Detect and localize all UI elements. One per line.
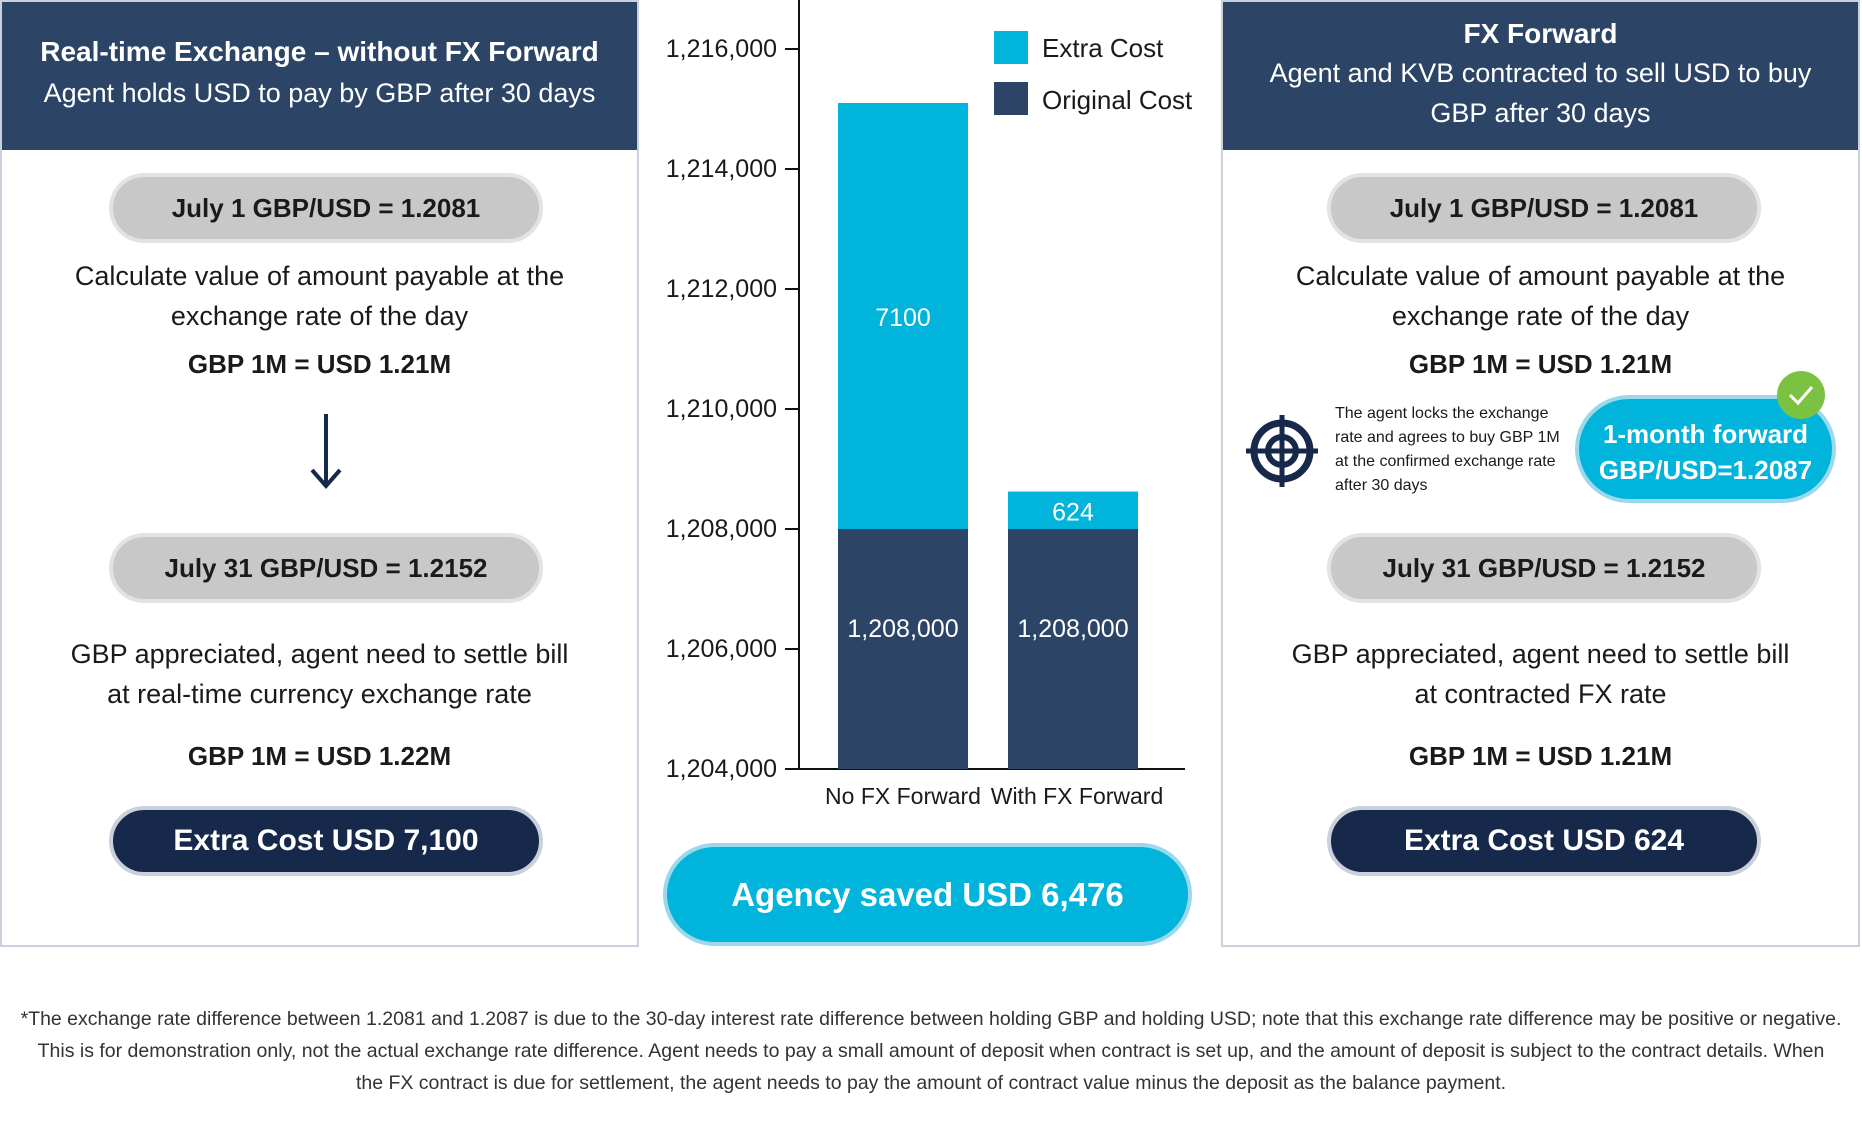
target-icon bbox=[1246, 415, 1318, 487]
left-title: Real-time Exchange – without FX Forward bbox=[40, 36, 599, 67]
footnote-line-2: This is for demonstration only, not the … bbox=[37, 1040, 1825, 1062]
lock-text-line: The agent locks the exchange bbox=[1335, 405, 1549, 422]
arrow-down-icon bbox=[310, 414, 342, 490]
footnote-line-1: *The exchange rate difference between 1.… bbox=[20, 1008, 1842, 1030]
lock-description: The agent locks the exchange rate and ag… bbox=[1335, 402, 1560, 498]
forward-line-1: 1-month forward bbox=[1602, 419, 1809, 449]
settle-text-1: GBP appreciated, agent need to settle bi… bbox=[1291, 639, 1790, 669]
y-tick-label: 1,204,000 bbox=[666, 755, 777, 783]
left-panel: Real-time Exchange – without FX Forward … bbox=[0, 0, 639, 947]
legend-swatch-extra-cost bbox=[994, 31, 1028, 64]
footnote-line-3: the FX contract is due for settlement, t… bbox=[355, 1072, 1507, 1094]
bar-extra-cost bbox=[838, 103, 968, 529]
settle-text-2: at contracted FX rate bbox=[1414, 679, 1667, 709]
check-icon bbox=[1777, 371, 1825, 419]
right-header: FX Forward Agent and KVB contracted to s… bbox=[1223, 2, 1858, 150]
forward-line-2: GBP/USD=1.2087 bbox=[1598, 455, 1813, 485]
rate-july31-pill: July 31 GBP/USD = 1.2152 bbox=[1327, 533, 1761, 603]
stacked-bar-chart: 1,204,000 1,206,000 1,208,000 1,210,000 1,21… bbox=[666, 0, 1193, 809]
rate-july1-pill: July 1 GBP/USD = 1.2081 bbox=[1327, 173, 1761, 243]
y-tick-label: 1,214,000 bbox=[666, 155, 777, 183]
extra-cost-pill: Extra Cost USD 624 bbox=[1327, 806, 1761, 876]
bar-data-label: 1,208,000 bbox=[847, 615, 958, 643]
value-1: GBP 1M = USD 1.21M bbox=[187, 349, 452, 379]
y-tick-label: 1,208,000 bbox=[666, 515, 777, 543]
bar-data-label: 624 bbox=[1052, 498, 1094, 526]
forward-rate-pill: 1-month forward GBP/USD=1.2087 bbox=[1575, 395, 1836, 503]
y-tick-label: 1,210,000 bbox=[666, 395, 777, 423]
calc-text-2: exchange rate of the day bbox=[170, 301, 469, 331]
x-tick-label: No FX Forward bbox=[825, 783, 981, 809]
y-tick-label: 1,212,000 bbox=[666, 275, 777, 303]
settle-text-1: GBP appreciated, agent need to settle bi… bbox=[70, 639, 569, 669]
x-tick-label: With FX Forward bbox=[991, 783, 1164, 809]
left-header: Real-time Exchange – without FX Forward … bbox=[2, 2, 637, 150]
calc-text-2: exchange rate of the day bbox=[1391, 301, 1690, 331]
right-subtitle-2: GBP after 30 days bbox=[1430, 98, 1651, 128]
y-tick-label: 1,206,000 bbox=[666, 635, 777, 663]
rate-july31-pill: July 31 GBP/USD = 1.2152 bbox=[109, 533, 543, 603]
agency-saved-pill: Agency saved USD 6,476 bbox=[663, 843, 1192, 946]
bar-data-label: 7100 bbox=[875, 304, 931, 332]
value-2: GBP 1M = USD 1.21M bbox=[1408, 741, 1673, 771]
bar-original-cost bbox=[838, 529, 968, 769]
lock-text-line: rate and agrees to buy GBP 1M bbox=[1335, 429, 1560, 446]
value-2: GBP 1M = USD 1.22M bbox=[187, 741, 452, 771]
right-panel: FX Forward Agent and KVB contracted to s… bbox=[1221, 0, 1860, 947]
legend-swatch-original-cost bbox=[994, 82, 1028, 115]
right-subtitle-1: Agent and KVB contracted to sell USD to … bbox=[1269, 58, 1812, 88]
rate-july1-pill: July 1 GBP/USD = 1.2081 bbox=[109, 173, 543, 243]
bar-data-label: 1,208,000 bbox=[1017, 615, 1128, 643]
lock-text-line: after 30 days bbox=[1335, 477, 1428, 494]
legend-label-extra-cost: Extra Cost bbox=[1042, 33, 1164, 63]
extra-cost-pill: Extra Cost USD 7,100 bbox=[109, 806, 543, 876]
bar-extra-cost bbox=[1008, 491, 1138, 529]
legend-label-original-cost: Original Cost bbox=[1042, 85, 1193, 115]
left-subtitle: Agent holds USD to pay by GBP after 30 d… bbox=[43, 78, 596, 108]
calc-text-1: Calculate value of amount payable at the bbox=[74, 261, 565, 291]
y-tick-label: 1,216,000 bbox=[666, 35, 777, 63]
settle-text-2: at real-time currency exchange rate bbox=[107, 679, 532, 709]
lock-text-line: at the confirmed exchange rate bbox=[1335, 453, 1556, 470]
value-1: GBP 1M = USD 1.21M bbox=[1408, 349, 1673, 379]
bar-original-cost bbox=[1008, 529, 1138, 769]
calc-text-1: Calculate value of amount payable at the bbox=[1295, 261, 1786, 291]
right-title: FX Forward bbox=[1463, 18, 1618, 49]
